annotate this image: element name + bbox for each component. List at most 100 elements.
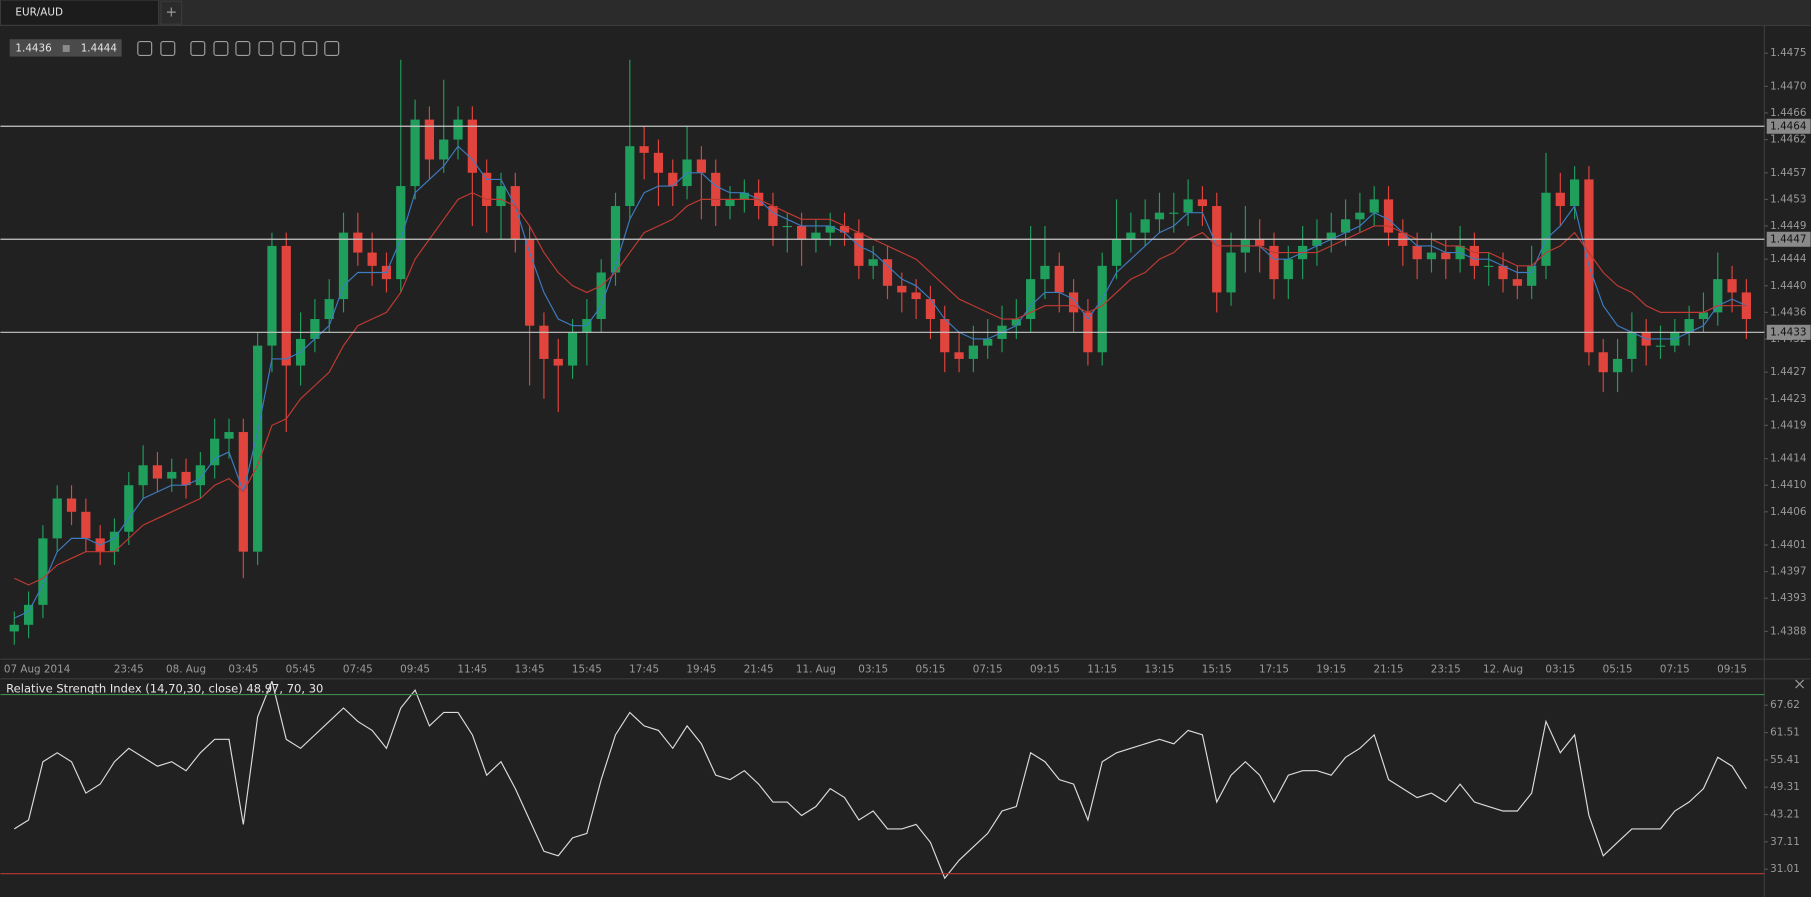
candle-body <box>324 299 334 320</box>
series-line <box>13 681 1747 880</box>
candle-body <box>1512 279 1522 286</box>
candle-body <box>1212 206 1222 293</box>
y-tick-label: 1.4419 <box>1770 419 1806 431</box>
y-tick-label: 1.4462 <box>1770 134 1806 146</box>
candle-body <box>868 259 878 266</box>
candle-body <box>81 511 91 539</box>
y-tick-label: 1.4449 <box>1770 220 1806 232</box>
candle-body <box>1655 345 1666 347</box>
candle-body <box>596 272 606 320</box>
candle-body <box>897 285 907 293</box>
snapshot-button[interactable] <box>258 40 274 56</box>
candle-body <box>668 172 678 187</box>
level-label: 1.4464 <box>1770 120 1807 132</box>
candle-body <box>1698 312 1709 320</box>
x-tick-label: 11:15 <box>1087 664 1117 676</box>
y-tick-label: 67.62 <box>1770 699 1800 711</box>
candle-body <box>940 319 950 353</box>
x-tick-label: 05:15 <box>1603 664 1633 676</box>
series-line <box>14 192 1747 586</box>
candle-body <box>954 352 964 359</box>
candle-body <box>1226 252 1236 293</box>
quote-separator <box>62 45 70 52</box>
candle-body <box>1527 265 1537 286</box>
candle-body <box>367 252 377 266</box>
candle-body <box>539 325 549 359</box>
y-tick-label: 1.4393 <box>1770 592 1806 604</box>
candle-body <box>1054 265 1064 293</box>
close-indicator-button[interactable] <box>1795 679 1805 689</box>
tab-title: EUR/AUD <box>15 7 63 19</box>
y-tick-label: 1.4475 <box>1770 47 1806 59</box>
candle-body <box>439 139 449 160</box>
candle-body <box>453 119 463 140</box>
candle-body <box>1569 179 1580 207</box>
candle-body <box>1555 192 1565 207</box>
candle-body <box>510 186 520 240</box>
y-tick-label: 49.31 <box>1770 781 1800 793</box>
chart-type-button[interactable] <box>213 40 229 56</box>
candle-body <box>796 225 807 240</box>
y-tick-label: 1.4444 <box>1770 253 1807 265</box>
tab[interactable] <box>0 0 160 26</box>
level-tag <box>1766 118 1811 134</box>
candle-body <box>1498 265 1508 280</box>
x-tick-label: 19:15 <box>1316 664 1346 676</box>
candle-body <box>338 232 349 300</box>
template-button[interactable] <box>280 40 296 56</box>
x-tick-label: 07:15 <box>973 664 1003 676</box>
y-tick-label: 31.01 <box>1770 863 1800 875</box>
candle-body <box>1541 192 1551 266</box>
x-tick-label: 15:15 <box>1202 664 1232 676</box>
zoom-out-button[interactable] <box>137 40 153 56</box>
candle-body <box>968 345 978 359</box>
timeframe-button[interactable] <box>190 40 206 56</box>
candle-body <box>1140 219 1150 233</box>
candle-body <box>1612 358 1623 373</box>
close-icon <box>1795 679 1805 689</box>
x-tick-label: 21:15 <box>1374 664 1404 676</box>
draw-button[interactable] <box>324 40 340 56</box>
candle-body <box>1598 352 1608 373</box>
candle-body <box>210 438 220 466</box>
x-tick-label: 09:15 <box>1030 664 1060 676</box>
y-tick-label: 1.4436 <box>1770 306 1806 318</box>
candle-body <box>181 471 191 486</box>
candle-body <box>524 239 535 326</box>
candle-body <box>1412 245 1422 260</box>
candle-body <box>839 225 850 233</box>
candle-body <box>1255 239 1265 246</box>
x-tick-label: 11:45 <box>457 664 487 676</box>
indicators-button[interactable] <box>235 40 251 56</box>
bid-price: 1.4436 <box>15 42 51 54</box>
y-tick-label: 55.41 <box>1770 754 1800 766</box>
candle-body <box>1484 265 1494 268</box>
candle-body <box>267 245 277 346</box>
candle-body <box>109 531 120 552</box>
candle-body <box>1727 279 1737 293</box>
level-label: 1.4433 <box>1770 326 1806 338</box>
candle-body <box>66 498 77 512</box>
y-tick-label: 1.4410 <box>1770 479 1806 491</box>
candle-body <box>310 319 320 339</box>
zoom-in-button[interactable] <box>160 40 176 56</box>
candle-body <box>167 471 177 479</box>
candle-body <box>1169 212 1179 214</box>
candle-body <box>253 345 263 552</box>
x-tick-label: 07:45 <box>343 664 373 676</box>
x-tick-label: 05:15 <box>915 664 945 676</box>
candle-body <box>1026 279 1036 320</box>
y-tick-label: 61.51 <box>1770 727 1800 739</box>
add-tab-button[interactable] <box>160 0 183 25</box>
candle-body <box>1627 332 1637 359</box>
candle-body <box>52 498 62 539</box>
x-tick-label: 05:45 <box>286 664 316 676</box>
edit-button[interactable] <box>302 40 318 56</box>
ask-price: 1.4444 <box>81 42 118 54</box>
candle-body <box>854 232 864 266</box>
candle-body <box>1126 232 1136 240</box>
candle-body <box>224 432 234 439</box>
candle-body <box>424 119 435 160</box>
